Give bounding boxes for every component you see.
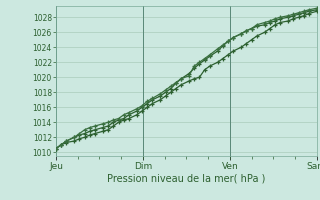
- X-axis label: Pression niveau de la mer( hPa ): Pression niveau de la mer( hPa ): [107, 173, 266, 183]
